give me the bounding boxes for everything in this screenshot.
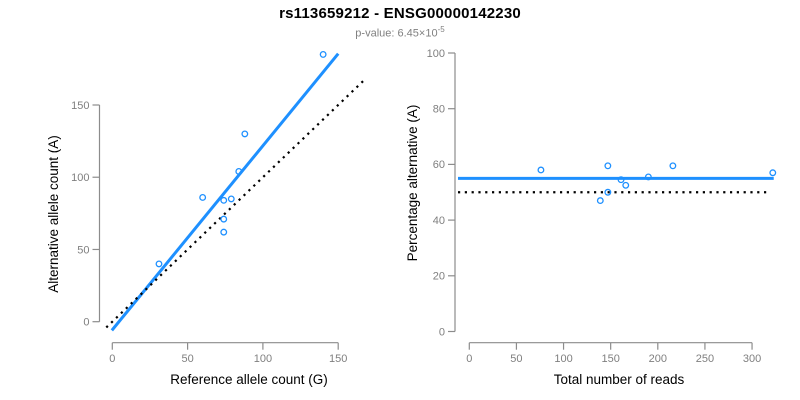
x-tick-label: 250 [696, 353, 714, 365]
x-tick-label: 0 [109, 353, 115, 365]
pvalue-text: p-value: 6.45×10 [355, 27, 438, 40]
y-tick-label: 50 [77, 244, 89, 256]
data-point [537, 166, 545, 174]
data-point [604, 162, 612, 170]
data-point [622, 181, 630, 189]
plot-title: rs113659212 - ENSG00000142230 [279, 5, 521, 22]
data-point [220, 196, 228, 204]
right-scatter-panel: 0 20 40 60 80 100 0 50 100 150 200 250 300 [427, 48, 777, 365]
y-tick-label: 100 [427, 48, 445, 60]
data-point [227, 195, 235, 203]
data-point [604, 188, 612, 196]
data-point [155, 260, 163, 268]
data-point [241, 130, 249, 138]
data-point [596, 197, 604, 205]
data-point [235, 168, 243, 175]
data-point [769, 169, 777, 177]
x-tick-label: 150 [601, 353, 619, 365]
x-tick-label: 100 [254, 353, 272, 365]
x-tick-label: 200 [649, 353, 667, 365]
plot-subtitle: p-value: 6.45×10-5 [0, 25, 800, 40]
x-tick-label: 50 [181, 353, 193, 365]
x-tick-label: 50 [510, 353, 522, 365]
y-tick-label: 0 [83, 317, 89, 329]
y-tick-label: 100 [71, 172, 89, 184]
left-x-axis-label: Reference allele count (G) [170, 372, 328, 387]
data-point [319, 50, 327, 58]
y-tick-label: 0 [439, 326, 445, 338]
x-tick-label: 100 [554, 353, 572, 365]
pvalue-exponent: -5 [437, 25, 445, 34]
right-x-axis-label: Total number of reads [554, 372, 685, 387]
data-point [644, 173, 652, 181]
right-y-axis-label: Percentage alternative (A) [405, 105, 420, 262]
y-tick-label: 80 [433, 104, 445, 116]
fit-line [110, 52, 340, 332]
x-tick-label: 150 [329, 353, 347, 365]
y-tick-label: 60 [433, 159, 445, 171]
x-tick-label: 0 [466, 353, 472, 365]
data-point [220, 215, 228, 223]
data-point [199, 194, 207, 201]
y-tick-label: 40 [433, 215, 445, 227]
x-tick-label: 300 [743, 353, 761, 365]
left-y-axis-label: Alternative allele count (A) [46, 135, 61, 293]
y-tick-label: 20 [433, 271, 445, 283]
data-point [617, 176, 625, 184]
data-point [669, 162, 677, 170]
data-point [220, 228, 228, 236]
y-tick-label: 150 [71, 100, 89, 112]
left-scatter-panel: 0 50 100 150 0 50 100 150 [71, 50, 367, 365]
